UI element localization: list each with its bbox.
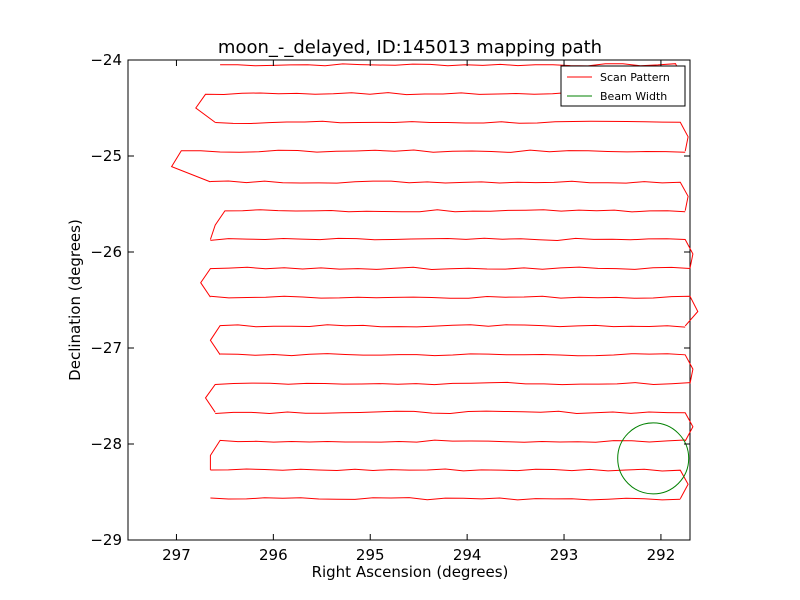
scan-row-path xyxy=(215,120,689,152)
y-tick-label: −29 xyxy=(90,531,122,549)
y-tick-label: −28 xyxy=(90,435,122,453)
scan-row-path xyxy=(209,439,686,470)
scan-row-path xyxy=(215,410,694,442)
y-axis-ticks: −24 −25 −26 −27 −28 −29 xyxy=(90,51,690,549)
scan-row-path xyxy=(209,209,686,240)
x-tick-label: 292 xyxy=(647,546,676,564)
scan-row-path xyxy=(210,295,699,327)
x-axis-ticks: 297 296 295 294 293 292 xyxy=(162,60,675,564)
y-tick-label: −25 xyxy=(90,147,122,165)
scan-row-path xyxy=(170,149,686,183)
x-tick-label: 293 xyxy=(550,546,579,564)
y-tick-label: −26 xyxy=(90,243,122,261)
scan-row-path xyxy=(210,497,681,501)
plot-area: 297 296 295 294 293 292 −24 −25 −26 −27 −28 −29 xyxy=(90,51,699,564)
scan-row-path xyxy=(204,381,691,413)
beam-width-circle xyxy=(617,422,690,495)
scan-row-path xyxy=(220,63,684,94)
legend: Scan Pattern Beam Width xyxy=(560,65,686,107)
scan-row-path xyxy=(210,468,689,499)
scan-row-path xyxy=(220,353,694,384)
legend-beam-width-label: Beam Width xyxy=(600,90,667,103)
chart-title: moon_-_delayed, ID:145013 mapping path xyxy=(218,37,602,58)
x-tick-label: 295 xyxy=(356,546,385,564)
x-axis-label: Right Ascension (degrees) xyxy=(312,563,509,581)
scan-row-path xyxy=(210,237,694,269)
scan-pattern-series xyxy=(170,63,699,501)
legend-scan-pattern-label: Scan Pattern xyxy=(600,71,670,84)
y-tick-label: −24 xyxy=(90,51,122,69)
legend-box xyxy=(560,65,686,107)
scan-row-path xyxy=(210,180,689,211)
x-tick-label: 294 xyxy=(453,546,482,564)
axes-frame xyxy=(127,59,691,541)
scan-row-path xyxy=(209,324,686,355)
y-axis-label: Declination (degrees) xyxy=(66,219,84,381)
y-tick-label: −27 xyxy=(90,339,122,357)
x-tick-label: 297 xyxy=(162,546,191,564)
scan-row-path xyxy=(200,266,691,298)
x-tick-label: 296 xyxy=(259,546,288,564)
